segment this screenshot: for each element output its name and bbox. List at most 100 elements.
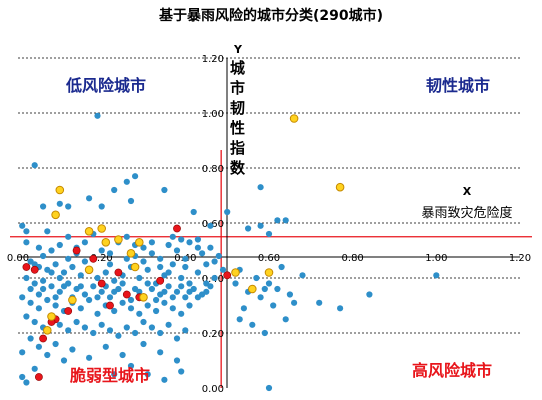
point-default-179 [27,285,34,293]
point-default-152 [111,371,118,378]
point-default-54 [69,263,76,271]
point-yellow-5 [55,185,65,195]
y-tick-label-5: 1.00 [202,109,224,120]
point-default-31 [81,239,88,246]
point-default-41 [165,241,172,249]
x-axis-label: 暴雨致灾危险度 [421,205,512,221]
point-default-90 [173,288,181,295]
point-default-104 [94,310,101,317]
point-default-55 [77,272,84,279]
point-default-22 [245,225,252,232]
point-default-47 [211,258,218,265]
point-default-66 [169,261,176,268]
point-default-63 [144,266,151,273]
point-default-16 [224,208,231,216]
point-red-11 [122,290,131,299]
point-default-177 [194,236,201,243]
point-default-192 [153,296,160,304]
point-default-120 [56,321,63,328]
point-default-153 [127,362,135,370]
point-default-145 [119,351,126,359]
point-default-216 [366,291,373,298]
point-default-68 [186,280,193,287]
point-default-112 [161,299,168,306]
point-default-184 [77,283,84,290]
y-axis-label-char-1: 市 [230,79,245,97]
point-yellow-0 [289,114,299,123]
point-yellow-7 [84,227,94,236]
point-default-0 [19,222,26,229]
point-yellow-8 [97,224,106,233]
point-default-67 [178,274,185,282]
point-default-117 [31,318,38,326]
point-default-211 [286,291,293,298]
point-default-204 [265,280,273,287]
point-yellow-3 [264,268,274,277]
point-red-13 [156,276,165,285]
point-default-146 [140,340,147,348]
quadrant-label-top-right: 韧性城市 [426,76,490,95]
point-red-2 [35,373,43,381]
point-default-62 [136,274,143,282]
point-default-189 [127,296,135,304]
point-default-158 [40,252,47,260]
point-default-53 [60,269,68,276]
point-default-215 [337,305,344,312]
point-default-178 [169,233,176,240]
point-default-199 [232,280,239,287]
y-tick-label-6: 1.20 [202,54,224,65]
point-yellow-9 [101,238,111,247]
point-default-87 [148,285,155,293]
point-default-213 [299,272,306,279]
point-default-24 [178,236,185,243]
grid-layer [18,57,520,334]
point-default-96 [27,299,34,306]
point-default-11 [161,186,168,194]
point-default-126 [106,327,114,334]
point-red-15 [223,271,232,280]
point-default-43 [182,255,189,262]
point-default-95 [19,294,26,301]
point-red-7 [89,254,98,263]
point-default-36 [123,233,130,240]
point-yellow-4 [248,284,257,294]
point-default-108 [127,305,135,312]
point-red-10 [114,268,123,277]
point-default-130 [140,318,147,326]
point-default-165 [140,258,147,265]
x-tick-label-3: 0.60 [258,253,280,264]
point-default-148 [173,357,181,364]
point-default-203 [257,294,264,301]
y-axis-label-char-3: 性 [230,119,245,137]
point-default-81 [98,288,105,295]
point-default-160 [65,233,72,240]
point-default-58 [102,269,109,276]
point-default-155 [161,376,168,383]
point-default-115 [186,302,193,309]
point-default-5 [56,200,63,207]
point-default-27 [48,247,55,254]
quadrant-label-bottom-right: 高风险城市 [412,361,492,380]
point-default-45 [194,244,201,251]
point-default-139 [44,351,51,359]
point-default-19 [282,217,289,224]
point-default-48 [219,266,227,273]
point-default-144 [102,343,109,350]
point-default-170 [207,244,214,251]
point-default-76 [56,288,63,295]
points-layer [19,112,440,392]
point-default-176 [40,277,47,284]
point-default-221 [236,316,243,323]
point-default-181 [52,294,59,301]
point-default-174 [81,258,88,265]
point-default-13 [123,178,130,185]
point-yellow-16 [43,326,52,335]
y-axis-name: Y [233,43,243,56]
point-yellow-10 [114,235,123,244]
point-default-94 [207,283,214,290]
point-default-191 [144,280,151,287]
point-default-188 [119,280,126,287]
point-default-75 [48,283,55,290]
point-default-149 [19,373,26,381]
x-tick-label-4: 0.80 [342,253,364,264]
